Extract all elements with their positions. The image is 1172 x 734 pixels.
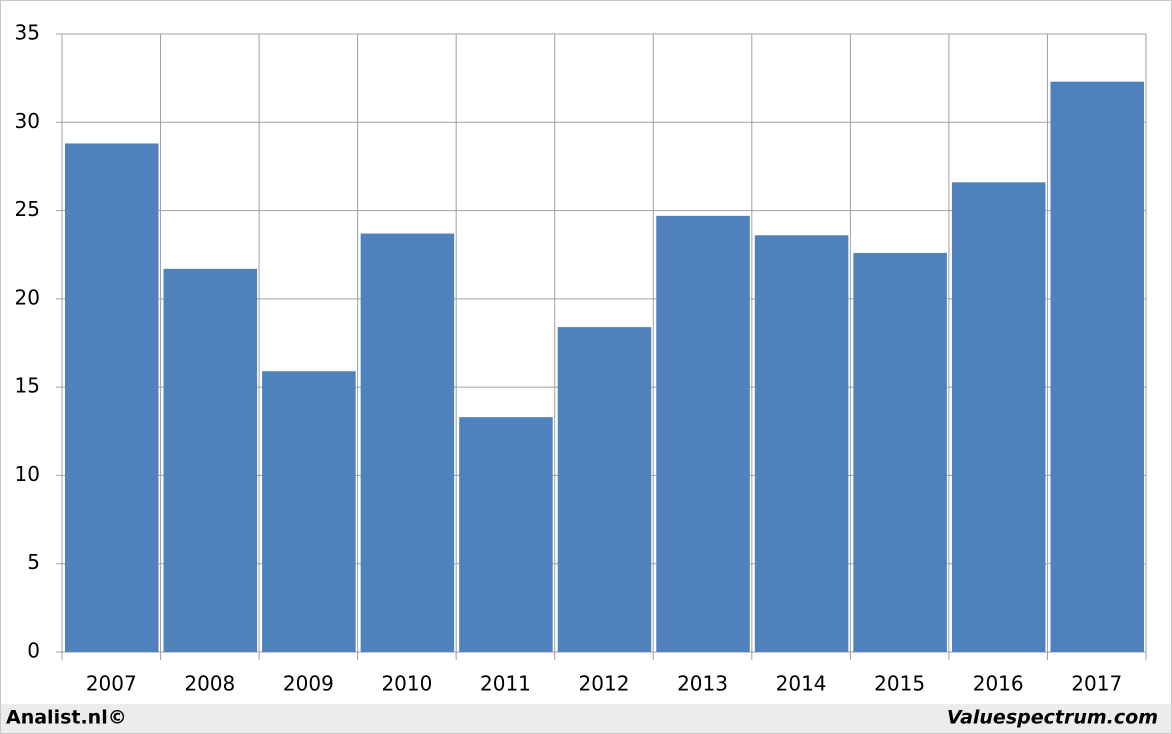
bar <box>262 371 356 652</box>
bar <box>656 215 750 652</box>
x-tick-label: 2007 <box>86 672 137 696</box>
footer-band <box>1 704 1171 733</box>
watermark-label: Valuespectrum.com <box>947 707 1158 729</box>
y-tick-label: 10 <box>15 462 40 486</box>
bar <box>853 252 947 652</box>
x-tick-label: 2017 <box>1071 672 1122 696</box>
y-tick-label: 35 <box>15 21 40 45</box>
x-tick-label: 2009 <box>283 672 334 696</box>
x-tick-label: 2008 <box>184 672 235 696</box>
x-tick-label: 2010 <box>381 672 432 696</box>
x-tick-label: 2014 <box>776 672 827 696</box>
y-tick-label: 30 <box>15 109 40 133</box>
x-tick-label: 2013 <box>677 672 728 696</box>
bar <box>951 182 1046 652</box>
bar <box>360 233 455 653</box>
bar <box>557 327 652 652</box>
y-tick-label: 20 <box>15 285 40 309</box>
bar <box>754 235 849 652</box>
bar <box>1050 81 1144 652</box>
x-tick-label: 2012 <box>579 672 630 696</box>
x-tick-label: 2011 <box>480 672 531 696</box>
y-tick-label: 0 <box>27 639 40 663</box>
x-tick-label: 2015 <box>874 672 925 696</box>
source-label: Analist.nl© <box>6 707 127 729</box>
bar <box>163 268 258 652</box>
y-tick-label: 5 <box>27 550 40 574</box>
bar <box>65 143 159 652</box>
y-tick-label: 25 <box>15 197 40 221</box>
y-tick-label: 15 <box>15 374 40 398</box>
x-tick-label: 2016 <box>973 672 1024 696</box>
bar <box>459 417 553 652</box>
